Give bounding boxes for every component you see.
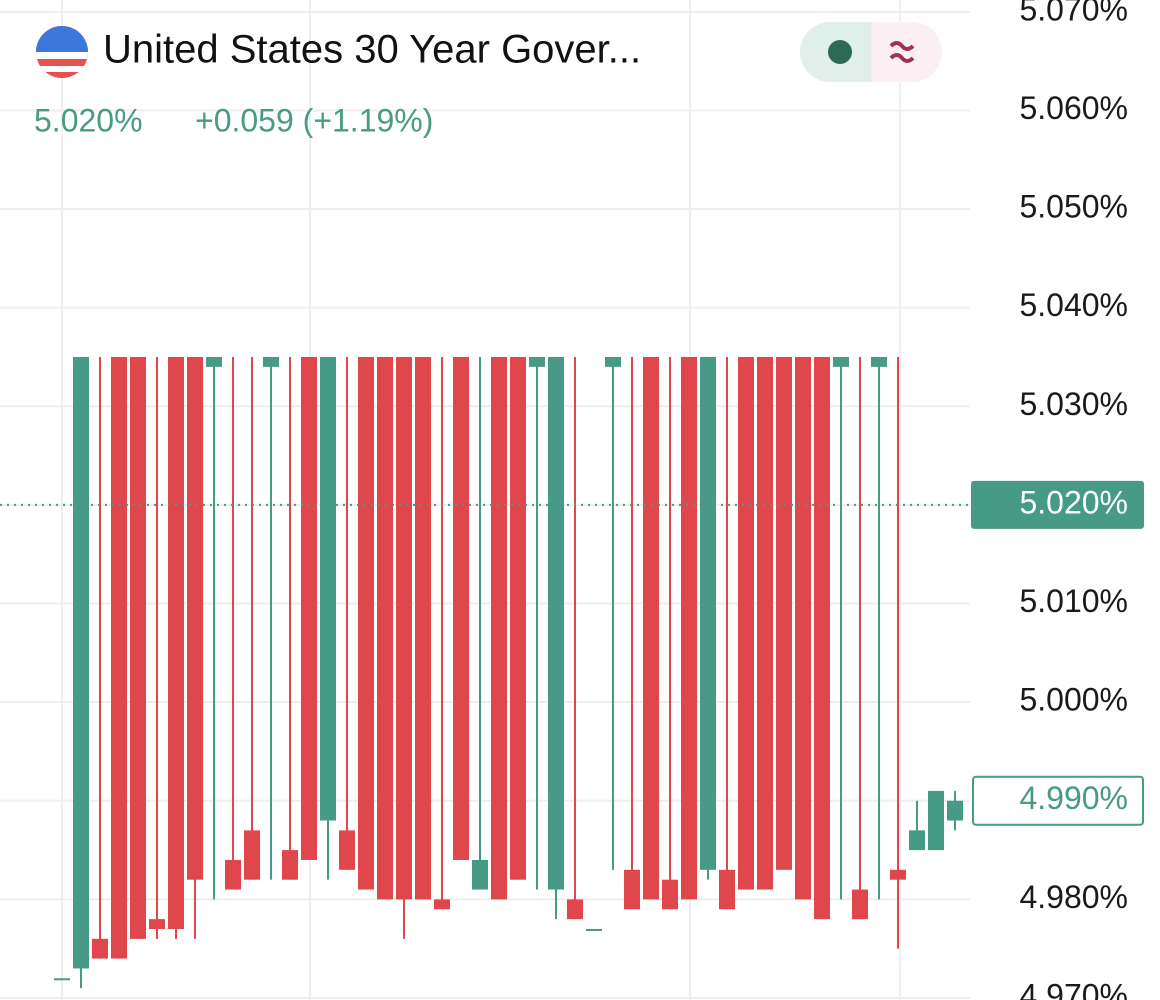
candle-body: [244, 830, 260, 880]
candle-body: [263, 357, 279, 367]
y-tick-label: 5.010%: [1019, 583, 1128, 619]
header: United States 30 Year Gover... 5.020% +0…: [34, 22, 942, 138]
price: 5.020%: [34, 102, 143, 138]
candle-body: [54, 978, 70, 981]
wave-button[interactable]: [871, 22, 942, 82]
candle-body: [529, 357, 545, 367]
candle-body: [909, 830, 925, 851]
price-label: 5.020%: [1019, 484, 1128, 520]
candle-body: [453, 357, 469, 860]
candle-body: [339, 830, 355, 870]
candle-body: [92, 938, 108, 959]
dot-icon: [828, 40, 852, 64]
candle-body: [795, 357, 811, 900]
candle-body: [491, 357, 507, 900]
price-label: 4.990%: [1019, 780, 1128, 816]
candle-body: [947, 800, 963, 821]
candle-body: [225, 859, 241, 890]
candle-body: [434, 899, 450, 910]
candle-body: [833, 357, 849, 367]
candle-body: [719, 869, 735, 910]
candle-body: [643, 357, 659, 900]
flag-icon: [36, 26, 88, 78]
candle-body: [73, 357, 89, 969]
y-tick-label: 5.060%: [1019, 90, 1128, 126]
candle-body: [624, 869, 640, 910]
wave-icon: [889, 41, 915, 63]
candle-body: [738, 357, 754, 890]
candle-body: [301, 357, 317, 860]
y-tick-label: 4.980%: [1019, 879, 1128, 915]
candle-body: [757, 357, 773, 890]
candle-body: [415, 357, 431, 900]
candle-body: [928, 790, 944, 851]
candle-body: [871, 357, 887, 367]
candle-body: [567, 899, 583, 920]
candle-body: [472, 859, 488, 890]
candle-body: [548, 357, 564, 890]
candle-body: [814, 357, 830, 920]
title: United States 30 Year Gover...: [103, 28, 641, 72]
y-tick-label: 5.040%: [1019, 287, 1128, 323]
candle-body: [111, 357, 127, 959]
candle-body: [130, 357, 146, 939]
plot: [0, 10, 970, 1000]
candle-body: [890, 869, 906, 880]
candle-body: [149, 919, 165, 929]
y-tick-label: 5.050%: [1019, 189, 1128, 225]
candle-body: [605, 357, 621, 367]
y-tick-label: 4.970%: [1019, 977, 1128, 1000]
toggle-buttons[interactable]: [800, 22, 942, 82]
candle-body: [358, 357, 374, 890]
y-tick-label: 5.030%: [1019, 386, 1128, 422]
candle-body: [320, 357, 336, 821]
candle-body: [510, 357, 526, 880]
price-label-box: [971, 480, 1144, 529]
candle-body: [168, 357, 184, 929]
candle-body: [681, 357, 697, 900]
candle-body: [377, 357, 393, 900]
candle-body: [282, 850, 298, 880]
candle-body: [700, 357, 716, 870]
change: +0.059 (+1.19%): [195, 102, 433, 138]
y-tick-label: 5.000%: [1019, 682, 1128, 718]
candle-body: [852, 889, 868, 920]
candle-body: [662, 879, 678, 910]
candle-body: [586, 928, 602, 931]
candle-body: [396, 357, 412, 900]
y-tick-label: 5.070%: [1019, 0, 1128, 27]
candle-body: [206, 357, 222, 367]
candle-body: [187, 357, 203, 880]
price-label-box: [972, 775, 1144, 826]
candle-body: [776, 357, 792, 870]
